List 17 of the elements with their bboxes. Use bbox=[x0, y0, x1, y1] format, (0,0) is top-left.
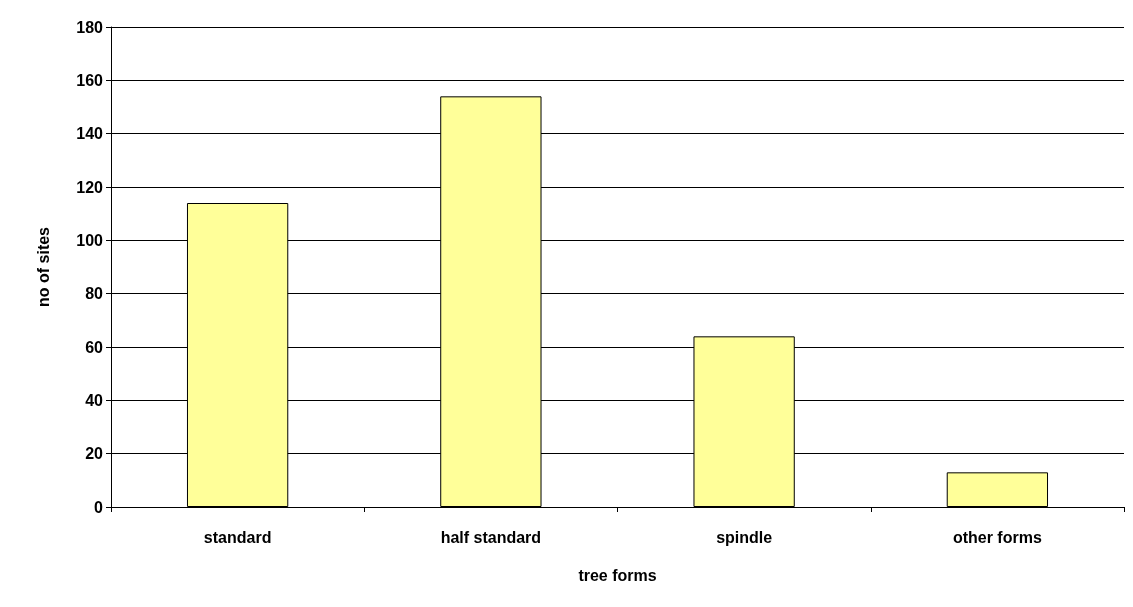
x-tick-label: half standard bbox=[440, 528, 542, 546]
y-tick-label: 40 bbox=[85, 391, 104, 409]
x-tick-label: other forms bbox=[952, 528, 1042, 546]
y-tick-label: 100 bbox=[76, 231, 104, 249]
y-tick-label: 140 bbox=[76, 125, 104, 143]
y-tick-label: 180 bbox=[76, 18, 104, 36]
y-tick-label: 120 bbox=[76, 178, 104, 196]
y-tick-label: 160 bbox=[76, 71, 104, 89]
y-tick-label: 0 bbox=[94, 498, 104, 516]
y-tick-label: 20 bbox=[85, 445, 104, 463]
bar bbox=[946, 472, 1049, 507]
y-axis-title: no of sites bbox=[34, 226, 52, 308]
x-axis-title: tree forms bbox=[578, 566, 657, 584]
y-tick-label: 80 bbox=[85, 285, 104, 303]
x-tick-label: standard bbox=[203, 528, 272, 546]
x-tick-label: spindle bbox=[716, 528, 773, 546]
y-tick-label: 60 bbox=[85, 338, 104, 356]
